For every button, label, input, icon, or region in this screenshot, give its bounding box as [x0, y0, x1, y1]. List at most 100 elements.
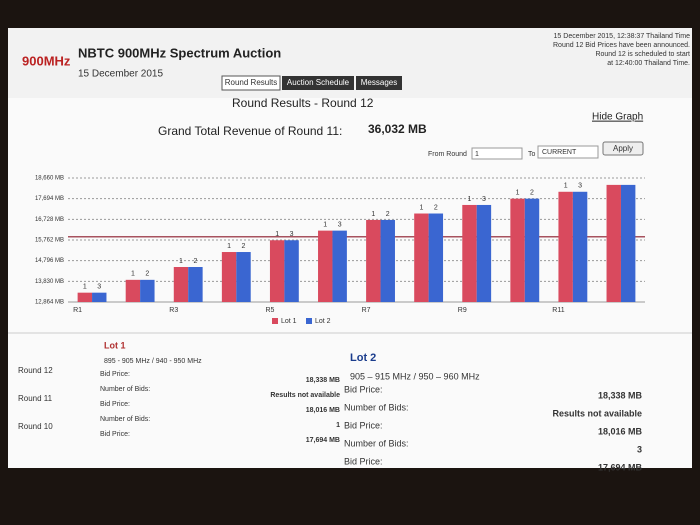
to-input[interactable]	[537, 145, 599, 159]
bid-count: 1	[179, 258, 183, 265]
row-label: Bid Price:	[100, 401, 130, 408]
bar	[476, 204, 492, 302]
bar	[606, 184, 621, 302]
bar	[620, 184, 636, 302]
revenue-value: 36,032 MB	[368, 122, 427, 136]
bid-count: 3	[578, 183, 582, 190]
bar	[284, 240, 299, 302]
lot-title: Lot 2	[350, 352, 376, 364]
lot-band: 905 – 915 MHz / 950 – 960 MHz	[350, 371, 480, 381]
bid-count: 1	[83, 284, 87, 291]
row-value: 1	[336, 422, 340, 429]
chart: 12,864 MB 13,830 MB 14,796 MB 15,762 MB 16,7…	[35, 176, 645, 325]
to-label: To	[528, 151, 536, 158]
bar	[380, 219, 395, 302]
tab[interactable]	[221, 75, 281, 91]
bar	[173, 266, 189, 302]
bid-count: 1	[227, 243, 231, 250]
row-label: Number of Bids:	[344, 402, 409, 412]
bid-count: 1	[419, 204, 423, 211]
bar	[510, 198, 525, 302]
legend-swatch	[272, 318, 278, 324]
bar	[332, 230, 347, 302]
apply-label[interactable]: Apply	[613, 144, 633, 153]
bid-count: 1	[323, 221, 327, 228]
tab[interactable]	[356, 76, 402, 90]
legend-label: Lot 1	[281, 318, 297, 325]
x-tick-label: R11	[552, 307, 564, 314]
apply-button[interactable]	[602, 141, 644, 156]
from-input[interactable]	[471, 147, 523, 160]
x-tick-label: R9	[458, 307, 467, 314]
bar	[125, 279, 141, 302]
section-title: Round Results - Round 12	[232, 96, 374, 110]
row-label: Bid Price:	[344, 384, 383, 394]
to-value[interactable]: CURRENT	[542, 149, 577, 156]
row-value: 17,694 MB	[598, 462, 643, 472]
bar	[221, 252, 237, 302]
from-label: From Round	[428, 151, 467, 158]
date: 15 December 2015	[78, 69, 163, 80]
bid-count: 2	[145, 271, 149, 278]
round-label: Round 12	[18, 366, 53, 375]
tab[interactable]	[282, 76, 354, 90]
x-tick-label: R5	[265, 307, 274, 314]
bar	[558, 191, 573, 302]
status: Round 12 Bid Prices have been announced.	[553, 42, 690, 49]
row-value: 18,338 MB	[598, 390, 643, 400]
bar	[414, 213, 429, 302]
tab-label[interactable]: Auction Schedule	[287, 78, 350, 87]
row-label: Number of Bids:	[344, 438, 409, 448]
lot-band: 895 - 905 MHz / 940 - 950 MHz	[104, 358, 202, 365]
status: at 12:40:00 Thailand Time.	[607, 60, 690, 67]
revenue-label: Grand Total Revenue of Round 11:	[158, 124, 342, 138]
bid-count: 3	[338, 221, 342, 228]
row-value: 18,016 MB	[598, 426, 643, 436]
row-value: 17,694 MB	[306, 437, 340, 444]
bar	[318, 230, 333, 302]
y-tick-label: 16,728 MB	[35, 217, 64, 223]
bar	[462, 204, 477, 302]
lot-title: Lot 1	[104, 340, 126, 350]
bid-count: 1	[275, 231, 279, 238]
bid-count: 1	[564, 183, 568, 190]
bar	[140, 279, 155, 302]
bid-count: 2	[434, 204, 438, 211]
bid-count: 1	[516, 190, 520, 197]
row-label: Number of Bids:	[100, 416, 150, 423]
bar	[428, 213, 444, 302]
tab-label[interactable]: Messages	[361, 78, 397, 87]
from-value[interactable]: 1	[475, 151, 479, 158]
status: 15 December 2015, 12:38:37 Thailand Time	[554, 33, 691, 40]
row-label: Number of Bids:	[100, 386, 150, 393]
bar	[269, 240, 285, 302]
bid-count: 2	[386, 211, 390, 218]
bar	[77, 292, 93, 302]
x-tick-label: R7	[362, 307, 371, 314]
y-tick-label: 14,796 MB	[35, 258, 64, 264]
row-value: Results not available	[552, 408, 642, 418]
status: Round 12 is scheduled to start	[595, 51, 690, 58]
round-label: Round 11	[18, 394, 53, 403]
row-label: Bid Price:	[344, 456, 383, 466]
hide-graph[interactable]: Hide Graph	[592, 112, 643, 123]
bar	[524, 198, 540, 302]
row-value: 3	[637, 444, 642, 454]
row-value: 18,338 MB	[306, 377, 340, 384]
bid-count: 1	[468, 196, 472, 203]
bid-count: 2	[242, 243, 246, 250]
row-label: Bid Price:	[344, 420, 383, 430]
tab-label[interactable]: Round Results	[225, 78, 277, 87]
bar	[366, 219, 381, 302]
y-tick-label: 18,660 MB	[35, 176, 64, 182]
x-tick-label: R3	[169, 307, 178, 314]
legend-swatch	[306, 318, 312, 324]
y-tick-label: 17,694 MB	[35, 196, 64, 202]
y-tick-label: 12,864 MB	[35, 300, 64, 306]
results-table: Round 12 Round 11 Round 10 Lot 1 895 - 905 M…	[8, 332, 692, 472]
bar	[572, 191, 588, 302]
bar	[236, 252, 251, 302]
bid-count: 1	[371, 211, 375, 218]
row-label: Bid Price:	[100, 371, 130, 378]
legend-label: Lot 2	[315, 318, 331, 325]
